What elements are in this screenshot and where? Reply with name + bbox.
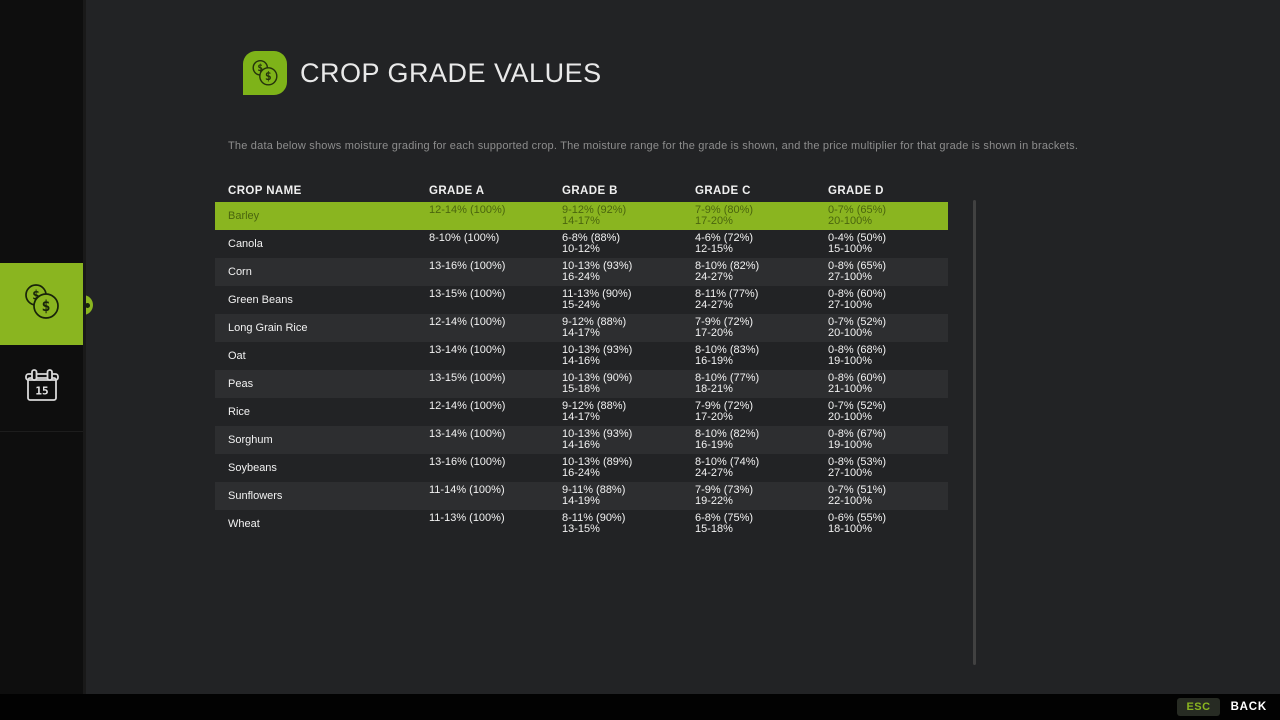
crop-name-cell: Corn bbox=[228, 266, 252, 278]
table-row[interactable]: Oat 13-14% (100%) 10-13% (93%) 14-16% 8-1… bbox=[215, 342, 948, 370]
table-row[interactable]: Sunflowers 11-14% (100%) 9-11% (88%) 14-1… bbox=[215, 482, 948, 510]
header-grade-d: GRADE D bbox=[828, 185, 884, 197]
table-row[interactable]: Sorghum 13-14% (100%) 10-13% (93%) 14-16%… bbox=[215, 426, 948, 454]
page-title: CROP GRADE VALUES bbox=[300, 58, 602, 88]
sidebar: $ $ 15 bbox=[0, 0, 86, 694]
grade-b-cell: 6-8% (88%) 10-12% bbox=[562, 232, 621, 255]
crop-name-cell: Canola bbox=[228, 238, 263, 250]
grade-d-cell: 0-7% (65%) 20-100% bbox=[828, 204, 887, 227]
svg-text:$: $ bbox=[257, 63, 263, 74]
grade-b-cell: 9-11% (88%) 14-19% bbox=[562, 484, 626, 507]
grade-c-cell: 8-10% (82%) 24-27% bbox=[695, 260, 760, 283]
header-crop-name: CROP NAME bbox=[228, 185, 302, 197]
calendar-icon: 15 bbox=[20, 364, 64, 413]
grade-c-cell: 6-8% (75%) 15-18% bbox=[695, 512, 754, 535]
grade-a-cell: 11-13% (100%) bbox=[429, 512, 505, 524]
grade-b-cell: 10-13% (89%) 16-24% bbox=[562, 456, 633, 479]
sidebar-item-crop-grade-values[interactable]: $ $ bbox=[0, 263, 83, 345]
grade-a-cell: 13-14% (100%) bbox=[429, 344, 506, 356]
grade-b-cell: 10-13% (93%) 16-24% bbox=[562, 260, 633, 283]
esc-key-badge[interactable]: ESC bbox=[1177, 698, 1220, 716]
grade-c-cell: 8-10% (77%) 18-21% bbox=[695, 372, 760, 395]
crop-name-cell: Peas bbox=[228, 378, 254, 390]
table-row[interactable]: Soybeans 13-16% (100%) 10-13% (89%) 16-24… bbox=[215, 454, 948, 482]
grade-a-cell: 13-16% (100%) bbox=[429, 456, 506, 468]
grade-d-cell: 0-8% (53%) 27-100% bbox=[828, 456, 887, 479]
grade-c-cell: 7-9% (72%) 17-20% bbox=[695, 316, 754, 339]
crop-name-cell: Green Beans bbox=[228, 294, 293, 306]
header-grade-b: GRADE B bbox=[562, 185, 618, 197]
crop-name-cell: Sunflowers bbox=[228, 490, 283, 502]
table-row[interactable]: Corn 13-16% (100%) 10-13% (93%) 16-24% 8-… bbox=[215, 258, 948, 286]
table-row[interactable]: Wheat 11-13% (100%) 8-11% (90%) 13-15% 6-… bbox=[215, 510, 948, 538]
grade-c-cell: 7-9% (80%) 17-20% bbox=[695, 204, 754, 227]
grade-a-cell: 12-14% (100%) bbox=[429, 204, 506, 216]
grade-c-cell: 8-10% (83%) 16-19% bbox=[695, 344, 760, 367]
grade-c-cell: 7-9% (73%) 19-22% bbox=[695, 484, 754, 507]
page-description: The data below shows moisture grading fo… bbox=[228, 140, 1079, 152]
grade-c-cell: 8-10% (74%) 24-27% bbox=[695, 456, 760, 479]
grade-b-cell: 8-11% (90%) 13-15% bbox=[562, 512, 626, 535]
table-body: Barley 12-14% (100%) 9-12% (92%) 14-17% 7… bbox=[215, 202, 948, 538]
grade-b-cell: 9-12% (88%) 14-17% bbox=[562, 316, 627, 339]
grade-d-cell: 0-6% (55%) 18-100% bbox=[828, 512, 887, 535]
crop-name-cell: Barley bbox=[228, 210, 260, 222]
grade-b-cell: 11-13% (90%) 15-24% bbox=[562, 288, 632, 311]
table-row[interactable]: Peas 13-15% (100%) 10-13% (90%) 15-18% 8-… bbox=[215, 370, 948, 398]
grade-a-cell: 13-14% (100%) bbox=[429, 428, 506, 440]
header-grade-a: GRADE A bbox=[429, 185, 485, 197]
table-row[interactable]: Green Beans 13-15% (100%) 11-13% (90%) 15… bbox=[215, 286, 948, 314]
crop-name-cell: Soybeans bbox=[228, 462, 277, 474]
table-row[interactable]: Canola 8-10% (100%) 6-8% (88%) 10-12% 4-6… bbox=[215, 230, 948, 258]
coins-icon: $ $ bbox=[18, 278, 66, 331]
back-button[interactable]: BACK bbox=[1230, 701, 1267, 713]
table-header-row: CROP NAME GRADE A GRADE B GRADE C GRADE … bbox=[215, 180, 948, 202]
grade-d-cell: 0-7% (52%) 20-100% bbox=[828, 400, 887, 423]
grade-a-cell: 8-10% (100%) bbox=[429, 232, 500, 244]
svg-text:$: $ bbox=[41, 297, 50, 315]
grade-d-cell: 0-8% (60%) 27-100% bbox=[828, 288, 887, 311]
grade-b-cell: 10-13% (90%) 15-18% bbox=[562, 372, 633, 395]
grade-d-cell: 0-8% (68%) 19-100% bbox=[828, 344, 887, 367]
title-coins-icon: $ $ bbox=[243, 51, 287, 95]
crop-name-cell: Sorghum bbox=[228, 434, 273, 446]
table-row[interactable]: Long Grain Rice 12-14% (100%) 9-12% (88%… bbox=[215, 314, 948, 342]
sidebar-item-calendar[interactable]: 15 bbox=[0, 345, 83, 432]
grade-c-cell: 4-6% (72%) 12-15% bbox=[695, 232, 754, 255]
svg-text:$: $ bbox=[32, 288, 40, 303]
crop-grade-table: CROP NAME GRADE A GRADE B GRADE C GRADE … bbox=[215, 180, 948, 538]
svg-text:15: 15 bbox=[35, 384, 48, 397]
table-row[interactable]: Rice 12-14% (100%) 9-12% (88%) 14-17% 7-9… bbox=[215, 398, 948, 426]
footer-bar: ESC BACK bbox=[0, 694, 1280, 720]
crop-name-cell: Wheat bbox=[228, 518, 260, 530]
grade-a-cell: 11-14% (100%) bbox=[429, 484, 505, 496]
grade-d-cell: 0-4% (50%) 15-100% bbox=[828, 232, 887, 255]
grade-d-cell: 0-8% (67%) 19-100% bbox=[828, 428, 887, 451]
grade-c-cell: 8-10% (82%) 16-19% bbox=[695, 428, 760, 451]
grade-d-cell: 0-8% (65%) 27-100% bbox=[828, 260, 887, 283]
header-grade-c: GRADE C bbox=[695, 185, 751, 197]
grade-a-cell: 13-16% (100%) bbox=[429, 260, 506, 272]
grade-b-cell: 10-13% (93%) 14-16% bbox=[562, 344, 633, 367]
table-row[interactable]: Barley 12-14% (100%) 9-12% (92%) 14-17% 7… bbox=[215, 202, 948, 230]
grade-d-cell: 0-7% (51%) 22-100% bbox=[828, 484, 887, 507]
grade-b-cell: 9-12% (88%) 14-17% bbox=[562, 400, 627, 423]
grade-b-cell: 10-13% (93%) 14-16% bbox=[562, 428, 633, 451]
svg-text:$: $ bbox=[265, 69, 272, 83]
grade-b-cell: 9-12% (92%) 14-17% bbox=[562, 204, 627, 227]
grade-c-cell: 7-9% (72%) 17-20% bbox=[695, 400, 754, 423]
active-tab-pointer-dot bbox=[85, 303, 90, 308]
grade-a-cell: 13-15% (100%) bbox=[429, 372, 506, 384]
grade-c-cell: 8-11% (77%) 24-27% bbox=[695, 288, 759, 311]
crop-name-cell: Long Grain Rice bbox=[228, 322, 308, 334]
grade-a-cell: 13-15% (100%) bbox=[429, 288, 506, 300]
crop-name-cell: Oat bbox=[228, 350, 246, 362]
table-scrollbar[interactable] bbox=[973, 200, 976, 665]
grade-a-cell: 12-14% (100%) bbox=[429, 400, 506, 412]
grade-d-cell: 0-8% (60%) 21-100% bbox=[828, 372, 887, 395]
crop-name-cell: Rice bbox=[228, 406, 251, 418]
grade-a-cell: 12-14% (100%) bbox=[429, 316, 506, 328]
grade-d-cell: 0-7% (52%) 20-100% bbox=[828, 316, 887, 339]
